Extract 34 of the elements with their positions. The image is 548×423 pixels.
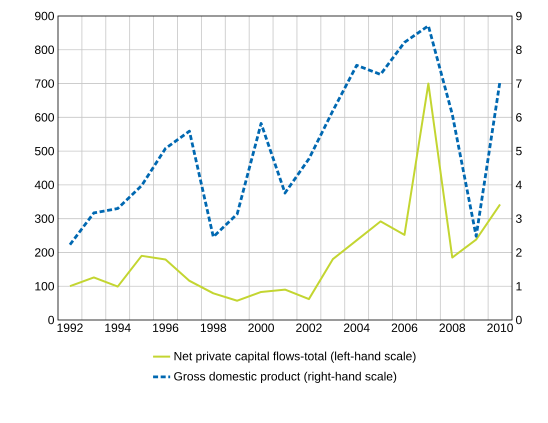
y2-tick-label: 2 bbox=[516, 248, 522, 257]
y-tick-label: 400 bbox=[34, 180, 54, 190]
x-tick-label: 1992 bbox=[58, 324, 83, 332]
x-tick-label: 1996 bbox=[153, 324, 178, 332]
x-tick-label: 1994 bbox=[105, 324, 131, 332]
y2-tick-label: 6 bbox=[516, 113, 522, 122]
y-tick-label: 600 bbox=[35, 113, 54, 122]
legend-label: Gross domestic product (right-hand scale) bbox=[174, 372, 396, 383]
x-tick-label: 2006 bbox=[392, 324, 418, 332]
y-tick-label: 300 bbox=[34, 214, 54, 223]
y-tick-label: 100 bbox=[35, 282, 54, 290]
y-tick-label: 700 bbox=[35, 79, 54, 88]
x-tick-label: 2004 bbox=[344, 324, 370, 332]
x-tick-label: 2008 bbox=[440, 324, 466, 332]
x-tick-label: 2010 bbox=[487, 324, 513, 332]
y2-tick-label: 8 bbox=[516, 46, 522, 54]
y2-tick-label: 3 bbox=[516, 214, 522, 223]
y-tick-label: 900 bbox=[35, 12, 54, 20]
legend-label: Net private capital flows-total (left-hand scale) bbox=[174, 352, 416, 363]
y2-tick-label: 1 bbox=[516, 282, 522, 290]
x-tick-label: 1998 bbox=[200, 324, 226, 332]
y-tick-label: 800 bbox=[34, 46, 54, 54]
y-tick-label: 0 bbox=[48, 316, 54, 324]
line-series bbox=[68, 82, 502, 302]
line-series bbox=[68, 24, 502, 246]
y2-tick-label: 9 bbox=[516, 12, 522, 20]
y-tick-label: 200 bbox=[35, 248, 54, 257]
y2-tick-label: 0 bbox=[516, 316, 522, 324]
y-tick-label: 500 bbox=[34, 146, 54, 156]
y2-tick-label: 5 bbox=[516, 146, 522, 156]
x-tick-label: 2002 bbox=[296, 324, 322, 332]
y2-tick-label: 4 bbox=[516, 180, 522, 190]
y2-tick-label: 7 bbox=[516, 79, 522, 88]
x-tick-label: 2000 bbox=[248, 324, 274, 332]
